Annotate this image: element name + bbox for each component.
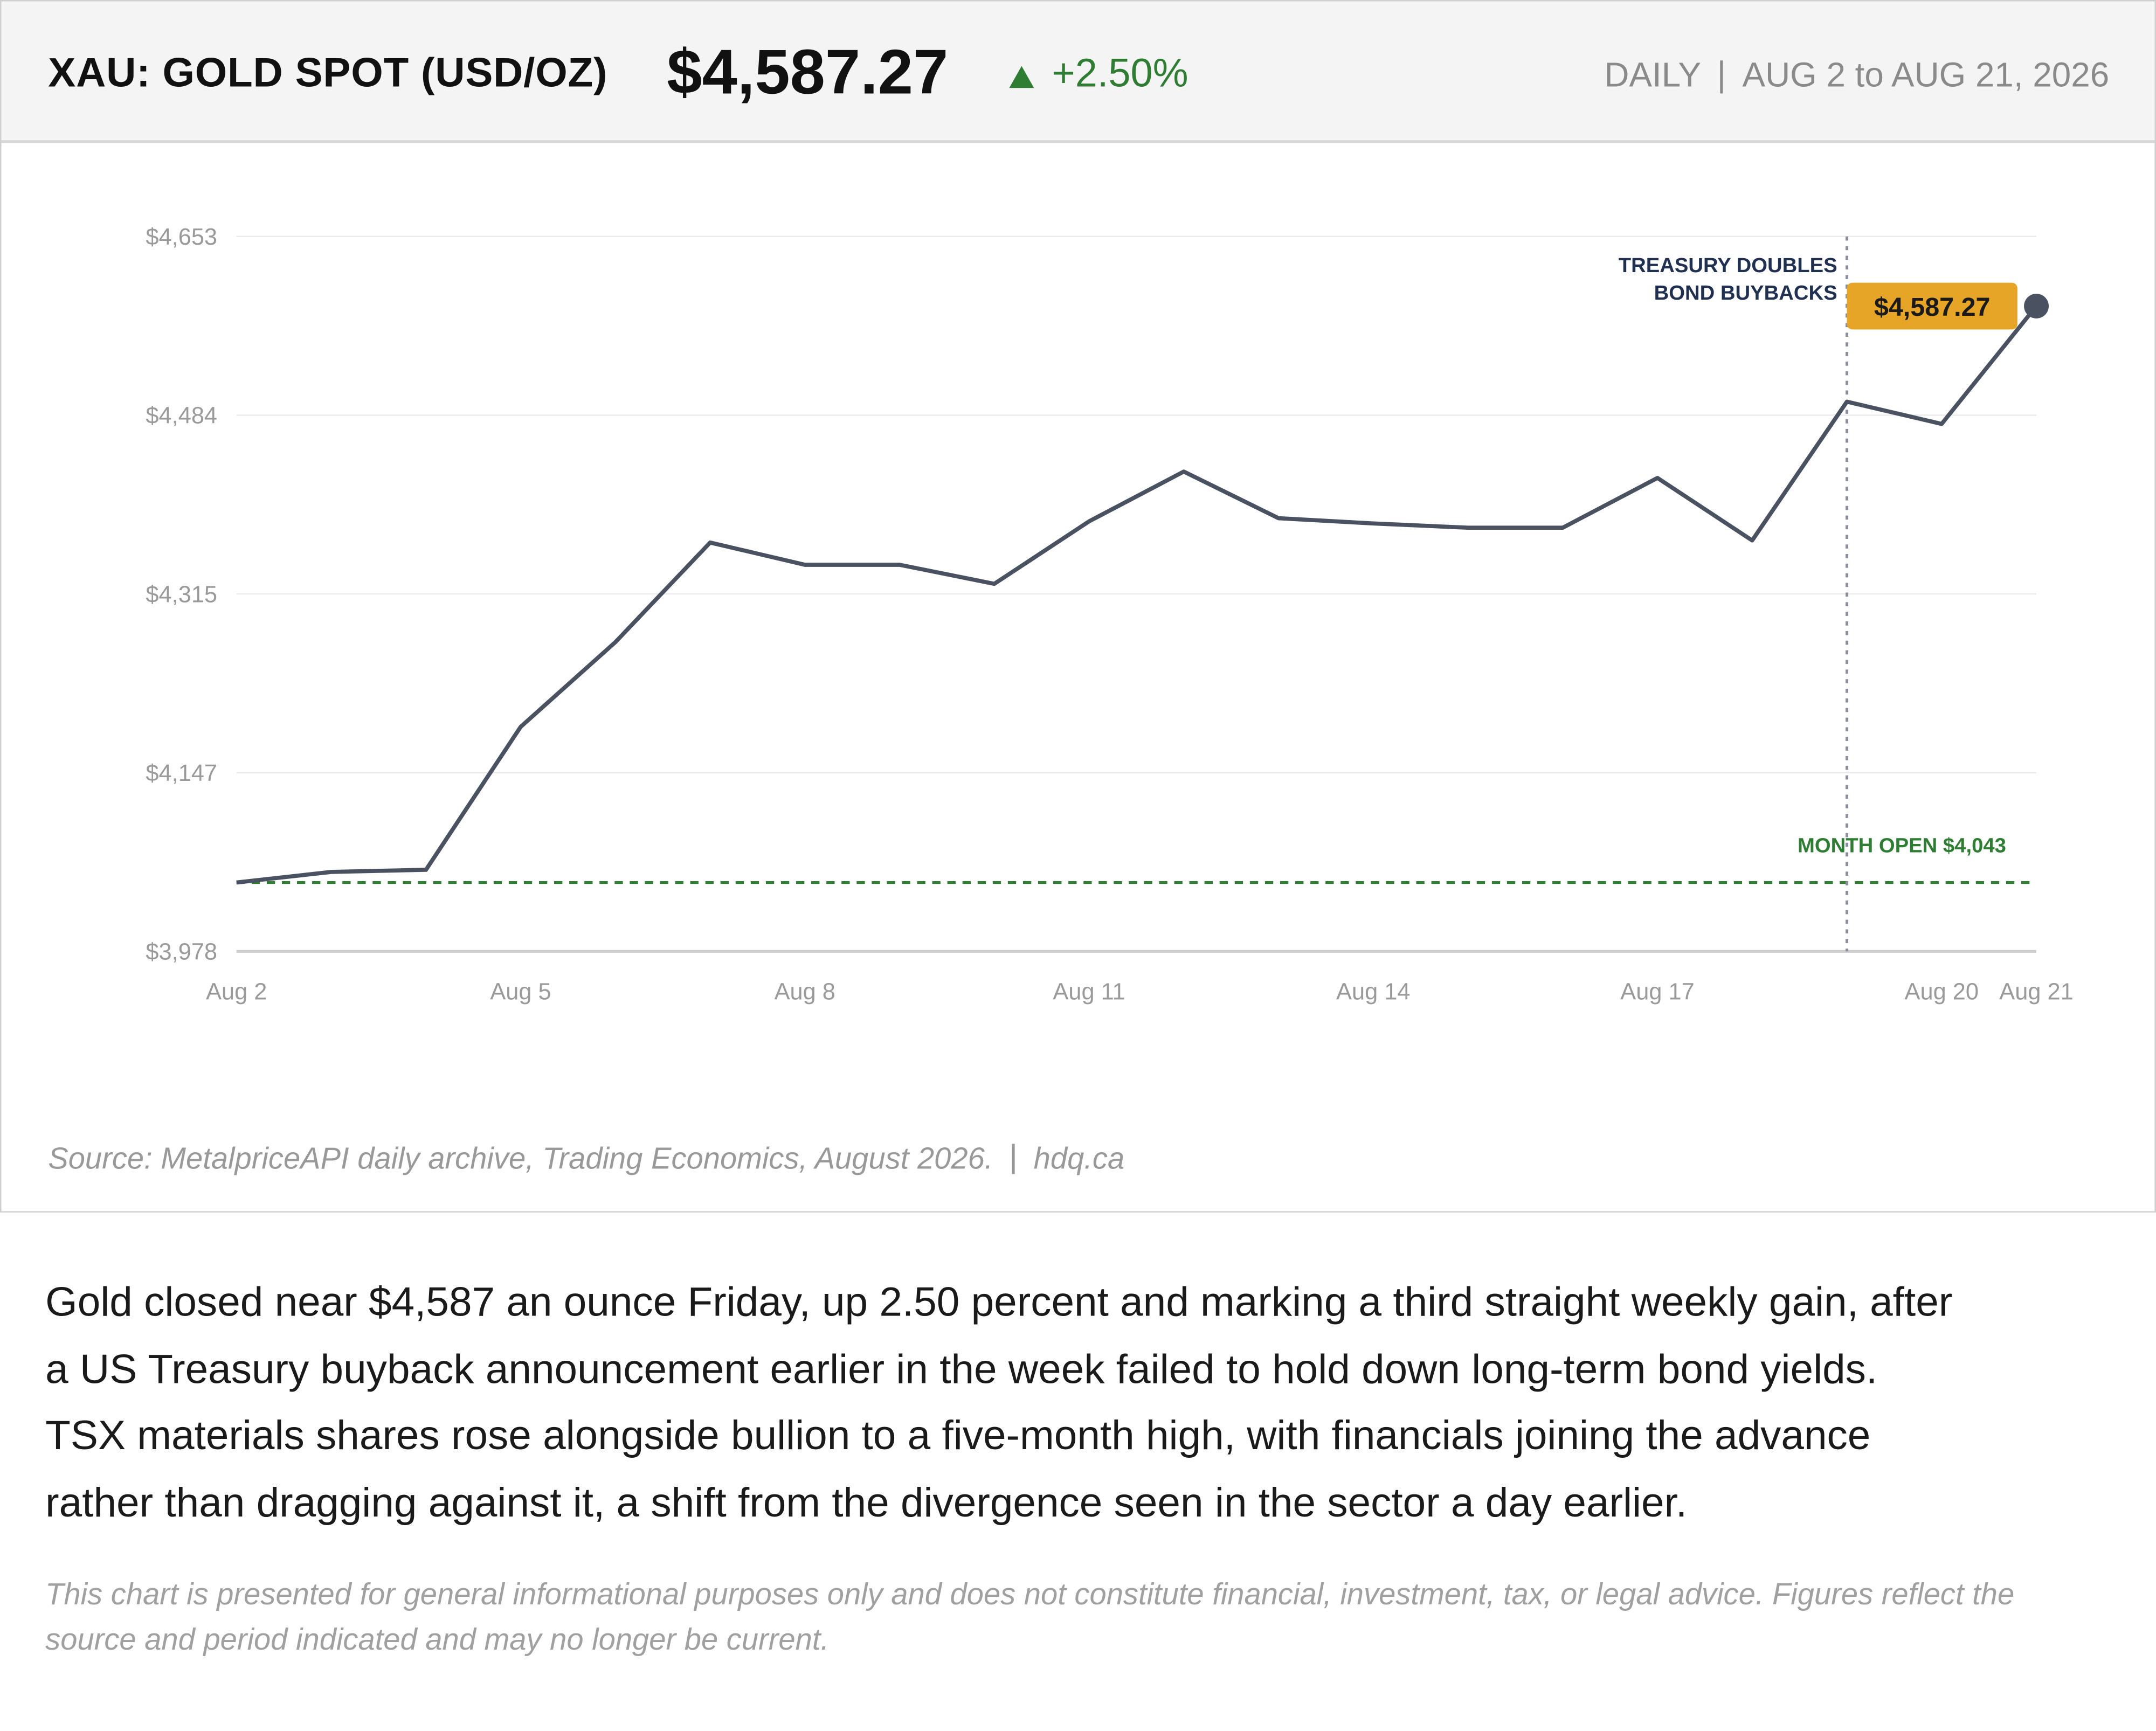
header: XAU: GOLD SPOT (USD/OZ) $4,587.27 +2.50%…	[1, 1, 2155, 143]
disclaimer: This chart is presented for general info…	[45, 1573, 2014, 1662]
text-line: source and period indicated and may no l…	[45, 1621, 830, 1656]
chart-card: $3,978 $4,147 $4,315 $4,484 $4,653 Aug 2 Aug 5…	[0, 0, 2156, 1213]
frequency: DAILY	[1604, 56, 1702, 95]
source: Source: MetalpriceAPI daily archive, Tra…	[48, 1141, 1124, 1176]
series-line	[236, 304, 2038, 885]
text-line: a US Treasury buyback announcement earli…	[45, 1346, 1878, 1392]
separator	[1012, 1144, 1014, 1174]
text-line: Gold closed near $4,587 an ounce Friday,…	[45, 1279, 1953, 1326]
x-tick-label: Aug 17	[1620, 979, 1694, 1005]
x-tick-label: Aug 2	[206, 979, 267, 1005]
y-tick-label: $4,653	[146, 224, 217, 250]
y-tick-label: $4,147	[146, 760, 217, 786]
reference-label: MONTH OPEN $4,043	[1798, 834, 2006, 857]
x-tick-label: Aug 8	[775, 979, 835, 1005]
up-arrow	[1009, 66, 1034, 88]
price: $4,587.27	[667, 36, 949, 107]
x-tick-label: Aug 11	[1053, 979, 1125, 1005]
change: +2.50%	[1052, 52, 1188, 96]
body-text: Gold closed near $4,587 an ounce Friday,…	[45, 1270, 1952, 1537]
text-line: This chart is presented for general info…	[45, 1576, 2015, 1611]
x-tick-label: Aug 14	[1336, 979, 1410, 1005]
title: XAU: GOLD SPOT (USD/OZ)	[48, 51, 608, 96]
event-label: BOND BUYBACKS	[1654, 281, 1837, 304]
separator	[1720, 59, 1723, 93]
y-tick-label: $3,978	[146, 939, 217, 965]
text-line: rather than dragging against it, a shift…	[45, 1480, 1688, 1526]
y-tick-label: $4,484	[146, 403, 217, 429]
chart: $3,978 $4,147 $4,315 $4,484 $4,653 Aug 2 Aug 5…	[146, 224, 2073, 1005]
site: hdq.ca	[1033, 1141, 1125, 1176]
event-label: TREASURY DOUBLES	[1619, 254, 1837, 277]
period-info: DAILY AUG 2 to AUG 21, 2026	[1604, 57, 2109, 96]
x-tick-label: Aug 20	[1905, 979, 1979, 1005]
value-label: $4,587.27	[1874, 293, 1991, 322]
y-tick-label: $4,315	[146, 581, 217, 607]
x-tick-label: Aug 21	[1999, 979, 2073, 1005]
value-badge	[1847, 282, 2017, 330]
source-text: Source: MetalpriceAPI daily archive, Tra…	[48, 1141, 993, 1176]
text-line: TSX materials shares rose alongside bull…	[45, 1413, 1871, 1459]
x-tick-label: Aug 5	[490, 979, 551, 1005]
period: AUG 2 to AUG 21, 2026	[1742, 56, 2110, 95]
end-point	[2024, 293, 2049, 318]
